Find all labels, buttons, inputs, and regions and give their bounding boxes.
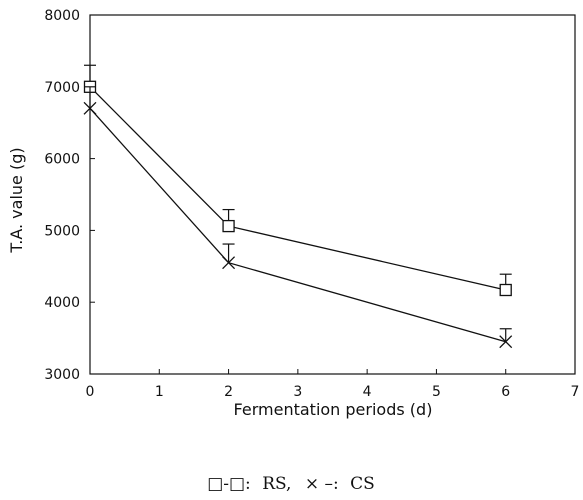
x-axis-title: Fermentation periods (d) — [234, 400, 433, 419]
data-point-cs — [499, 335, 513, 349]
series-cs — [83, 86, 513, 349]
data-point-rs — [222, 219, 235, 233]
series-line-cs — [89, 107, 506, 343]
y-tick-label: 7000 — [44, 80, 80, 96]
series-line-rs — [89, 86, 506, 291]
x-axis: 0 1 2 3 4 5 6 7 — [86, 369, 580, 400]
legend-item-cs-label: CS — [350, 474, 375, 494]
x-tick-label: 3 — [293, 384, 302, 400]
y-tick-label: 8000 — [44, 8, 80, 24]
y-tick-label: 4000 — [44, 295, 80, 311]
data-point-rs — [499, 283, 512, 297]
data-point-cs — [222, 256, 236, 270]
legend: □-□: RS, × –: CS — [207, 474, 375, 494]
x-marker-stroke — [83, 101, 97, 115]
data-point-cs — [83, 101, 97, 115]
x-tick-label: 5 — [432, 384, 441, 400]
legend-item-rs-label: RS, — [262, 474, 291, 494]
legend-item-rs-symbol: □-□: — [207, 474, 251, 494]
y-axis: 3000 4000 5000 6000 7000 8000 — [44, 8, 95, 383]
plot-frame — [89, 14, 576, 375]
x-tick-label: 7 — [571, 384, 580, 400]
legend-item-cs-symbol: × –: — [305, 474, 339, 494]
x-tick-label: 1 — [155, 384, 164, 400]
x-tick-label: 0 — [86, 384, 95, 400]
y-axis-title: T.A. value (g) — [7, 147, 26, 253]
x-tick-label: 4 — [363, 384, 372, 400]
legend-text: □-□: RS, × –: CS — [207, 474, 375, 494]
y-tick-label: 6000 — [44, 152, 80, 168]
x-marker-stroke — [499, 335, 513, 349]
plot-border — [89, 14, 576, 375]
series-rs — [83, 64, 512, 297]
series-layer — [83, 64, 513, 349]
x-tick-label: 2 — [224, 384, 233, 400]
y-tick-label: 5000 — [44, 223, 80, 239]
y-tick-label: 3000 — [44, 367, 80, 383]
x-tick-label: 6 — [501, 384, 510, 400]
x-marker-stroke — [222, 256, 236, 270]
